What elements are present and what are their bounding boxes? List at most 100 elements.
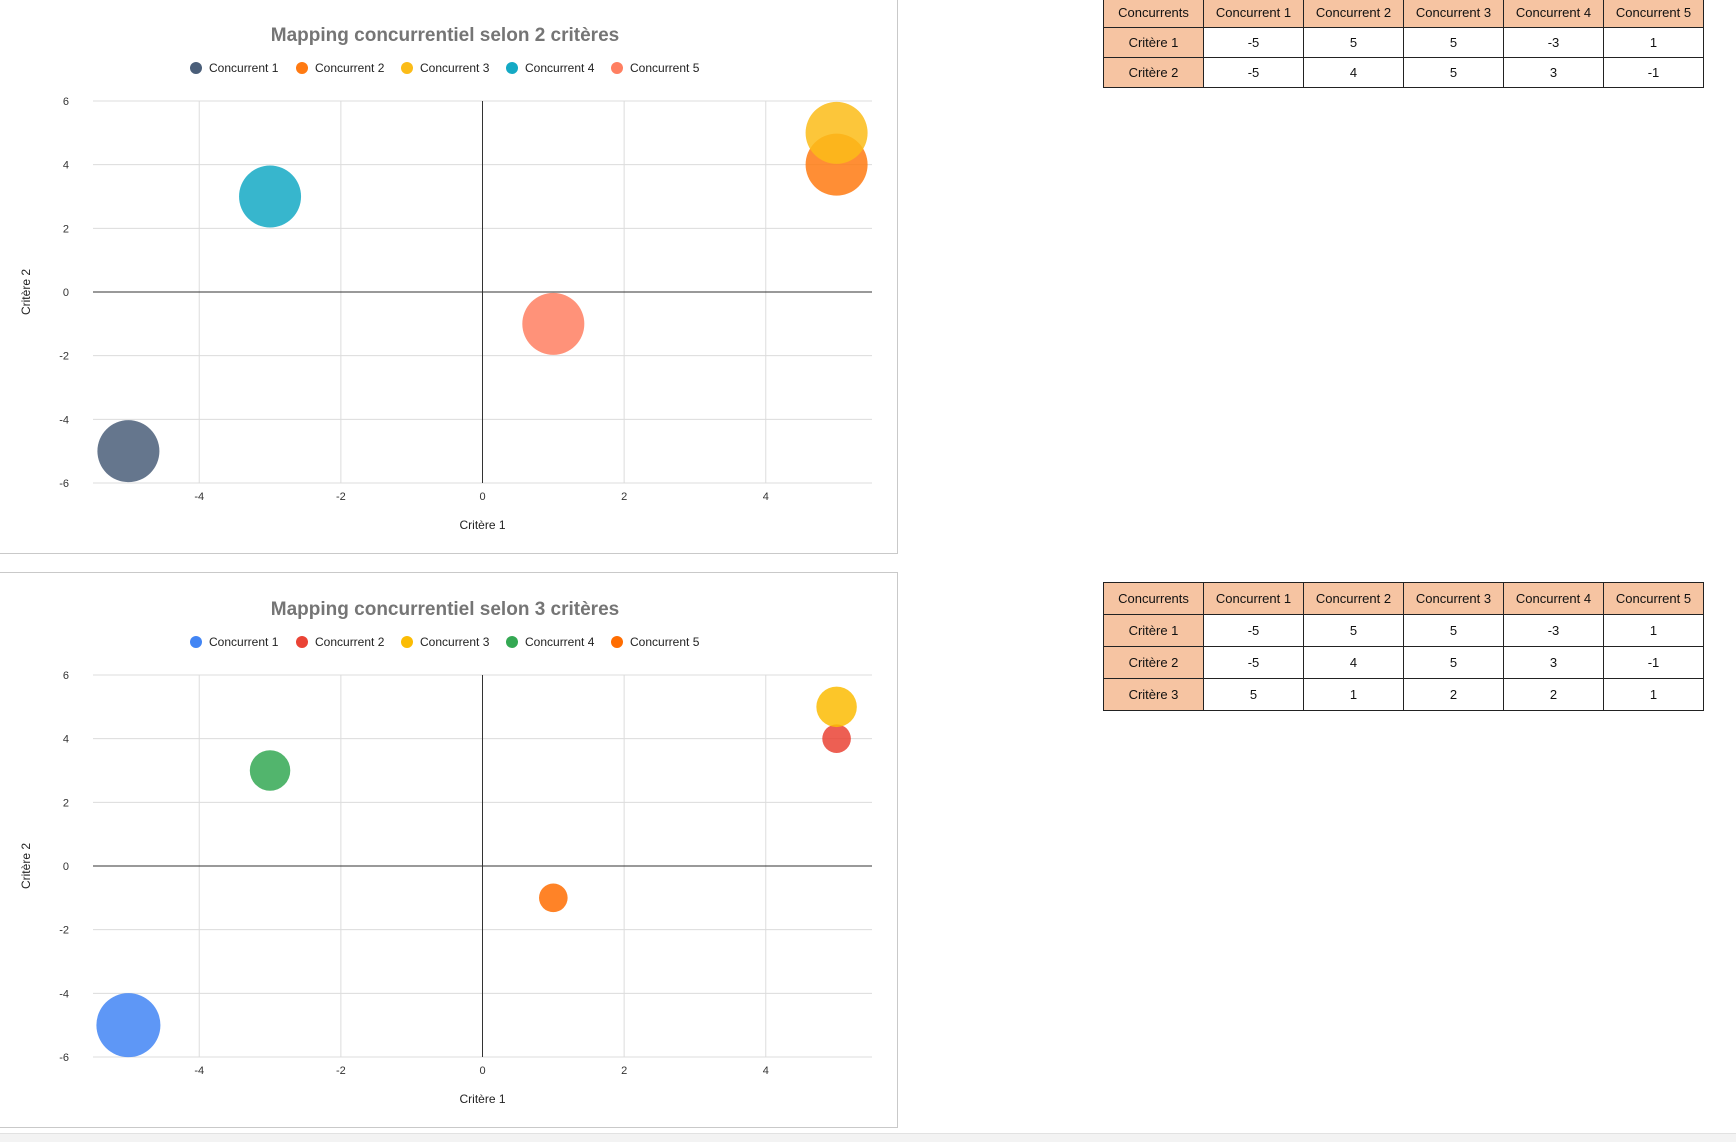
table-cell[interactable]: 4 bbox=[1303, 646, 1404, 679]
bubble-point[interactable] bbox=[805, 101, 868, 164]
bubble-chart-3-criteres[interactable]: Mapping concurrentiel selon 3 critères Co… bbox=[0, 573, 898, 1129]
legend-label: Concurrent 3 bbox=[420, 61, 490, 75]
bubble-chart-2-criteres[interactable]: Mapping concurrentiel selon 2 critères Co… bbox=[0, 0, 898, 555]
table-cell[interactable]: 2 bbox=[1403, 678, 1504, 711]
legend-label: Concurrent 5 bbox=[630, 635, 700, 649]
table-header-cell: Concurrent 2 bbox=[1303, 582, 1404, 615]
bubble-point[interactable] bbox=[96, 993, 161, 1058]
y-tick-label: -2 bbox=[59, 351, 69, 363]
table-cell[interactable]: 2 bbox=[1503, 678, 1604, 711]
table-cell[interactable]: -5 bbox=[1203, 646, 1304, 679]
table-cell[interactable]: 1 bbox=[1303, 678, 1404, 711]
x-axis-label: Critère 1 bbox=[459, 1092, 505, 1106]
table-row: Critère 2 -5 4 5 3 -1 bbox=[1103, 57, 1704, 88]
table-header-cell: Concurrents bbox=[1103, 0, 1204, 28]
table-header-cell: Concurrent 2 bbox=[1303, 0, 1404, 28]
legend-marker bbox=[190, 62, 202, 74]
table-cell[interactable]: 5 bbox=[1303, 614, 1404, 647]
bubble-point[interactable] bbox=[239, 165, 302, 228]
table-row-label[interactable]: Critère 2 bbox=[1103, 57, 1204, 88]
table-cell[interactable]: 3 bbox=[1503, 646, 1604, 679]
table-cell[interactable]: 3 bbox=[1503, 57, 1604, 88]
x-tick-label: 2 bbox=[621, 491, 627, 503]
bubble-point[interactable] bbox=[822, 724, 851, 753]
table-cell[interactable]: 5 bbox=[1403, 614, 1504, 647]
bubble-point[interactable] bbox=[816, 686, 857, 728]
bubble-point[interactable] bbox=[539, 883, 568, 913]
table-cell[interactable]: 1 bbox=[1603, 678, 1704, 711]
table-header-cell: Concurrent 5 bbox=[1603, 582, 1704, 615]
bottom-scroll-bar[interactable] bbox=[0, 1133, 1736, 1142]
table-header-cell: Concurrent 3 bbox=[1403, 582, 1504, 615]
chart-title: Mapping concurrentiel selon 3 critères bbox=[271, 599, 619, 620]
bubble-point[interactable] bbox=[97, 420, 160, 483]
table-row-label[interactable]: Critère 2 bbox=[1103, 646, 1204, 679]
table-cell[interactable]: 5 bbox=[1303, 27, 1404, 58]
legend-item[interactable]: Concurrent 5 bbox=[611, 61, 700, 75]
x-tick-label: -4 bbox=[194, 1065, 204, 1077]
chart-panel-3-criteres: Mapping concurrentiel selon 3 critères Co… bbox=[0, 572, 898, 1128]
y-tick-label: -4 bbox=[59, 414, 69, 426]
table-row-label[interactable]: Critère 1 bbox=[1103, 27, 1204, 58]
legend-item[interactable]: Concurrent 1 bbox=[190, 635, 279, 649]
legend-marker bbox=[401, 62, 413, 74]
table-cell[interactable]: 4 bbox=[1303, 57, 1404, 88]
legend-item[interactable]: Concurrent 3 bbox=[401, 61, 490, 75]
bubble-point[interactable] bbox=[522, 292, 585, 355]
x-tick-label: -4 bbox=[194, 491, 204, 503]
y-tick-label: 2 bbox=[63, 223, 69, 235]
legend-marker bbox=[401, 636, 413, 648]
table-cell[interactable]: -3 bbox=[1503, 614, 1604, 647]
table-header-row: Concurrents Concurrent 1 Concurrent 2 Concu… bbox=[1103, 582, 1704, 615]
table-cell[interactable]: 5 bbox=[1403, 646, 1504, 679]
legend-item[interactable]: Concurrent 3 bbox=[401, 635, 490, 649]
chart-title: Mapping concurrentiel selon 2 critères bbox=[271, 25, 619, 46]
legend-marker bbox=[611, 636, 623, 648]
table-row: Critère 1 -5 5 5 -3 1 bbox=[1103, 27, 1704, 58]
table-row: Critère 2 -5 4 5 3 -1 bbox=[1103, 646, 1704, 679]
x-tick-label: 4 bbox=[763, 491, 769, 503]
table-cell[interactable]: 1 bbox=[1603, 614, 1704, 647]
legend-item[interactable]: Concurrent 1 bbox=[190, 61, 279, 75]
table-cell[interactable]: -3 bbox=[1503, 27, 1604, 58]
legend-marker bbox=[506, 62, 518, 74]
y-axis-label: Critère 2 bbox=[19, 843, 33, 889]
legend-item[interactable]: Concurrent 4 bbox=[506, 61, 595, 75]
x-tick-label: 0 bbox=[479, 1065, 485, 1077]
table-cell[interactable]: 5 bbox=[1403, 57, 1504, 88]
y-tick-label: 4 bbox=[63, 160, 69, 172]
table-cell[interactable]: -5 bbox=[1203, 27, 1304, 58]
table-header-cell: Concurrent 3 bbox=[1403, 0, 1504, 28]
y-tick-label: 0 bbox=[63, 861, 69, 873]
x-tick-label: 2 bbox=[621, 1065, 627, 1077]
y-tick-label: 2 bbox=[63, 797, 69, 809]
table-header-row: Concurrents Concurrent 1 Concurrent 2 Concu… bbox=[1103, 0, 1704, 28]
table-row-label[interactable]: Critère 1 bbox=[1103, 614, 1204, 647]
y-axis-label: Critère 2 bbox=[19, 269, 33, 315]
legend-item[interactable]: Concurrent 2 bbox=[296, 635, 385, 649]
legend-item[interactable]: Concurrent 2 bbox=[296, 61, 385, 75]
table-row: Critère 1 -5 5 5 -3 1 bbox=[1103, 614, 1704, 647]
table-header-cell: Concurrent 1 bbox=[1203, 0, 1304, 28]
table-cell[interactable]: -1 bbox=[1603, 57, 1704, 88]
legend-item[interactable]: Concurrent 4 bbox=[506, 635, 595, 649]
legend-label: Concurrent 1 bbox=[209, 635, 279, 649]
table-header-cell: Concurrent 1 bbox=[1203, 582, 1304, 615]
legend-marker bbox=[190, 636, 202, 648]
table-cell[interactable]: -5 bbox=[1203, 614, 1304, 647]
table-cell[interactable]: -5 bbox=[1203, 57, 1304, 88]
table-cell[interactable]: 1 bbox=[1603, 27, 1704, 58]
table-row-label[interactable]: Critère 3 bbox=[1103, 678, 1204, 711]
x-tick-label: -2 bbox=[336, 491, 346, 503]
legend-item[interactable]: Concurrent 5 bbox=[611, 635, 700, 649]
table-cell[interactable]: -1 bbox=[1603, 646, 1704, 679]
table-cell[interactable]: 5 bbox=[1203, 678, 1304, 711]
table-header-cell: Concurrents bbox=[1103, 582, 1204, 615]
legend-label: Concurrent 4 bbox=[525, 635, 595, 649]
legend-label: Concurrent 2 bbox=[315, 635, 385, 649]
table-cell[interactable]: 5 bbox=[1403, 27, 1504, 58]
legend-marker bbox=[296, 636, 308, 648]
bubble-point[interactable] bbox=[249, 750, 291, 791]
table-header-cell: Concurrent 5 bbox=[1603, 0, 1704, 28]
